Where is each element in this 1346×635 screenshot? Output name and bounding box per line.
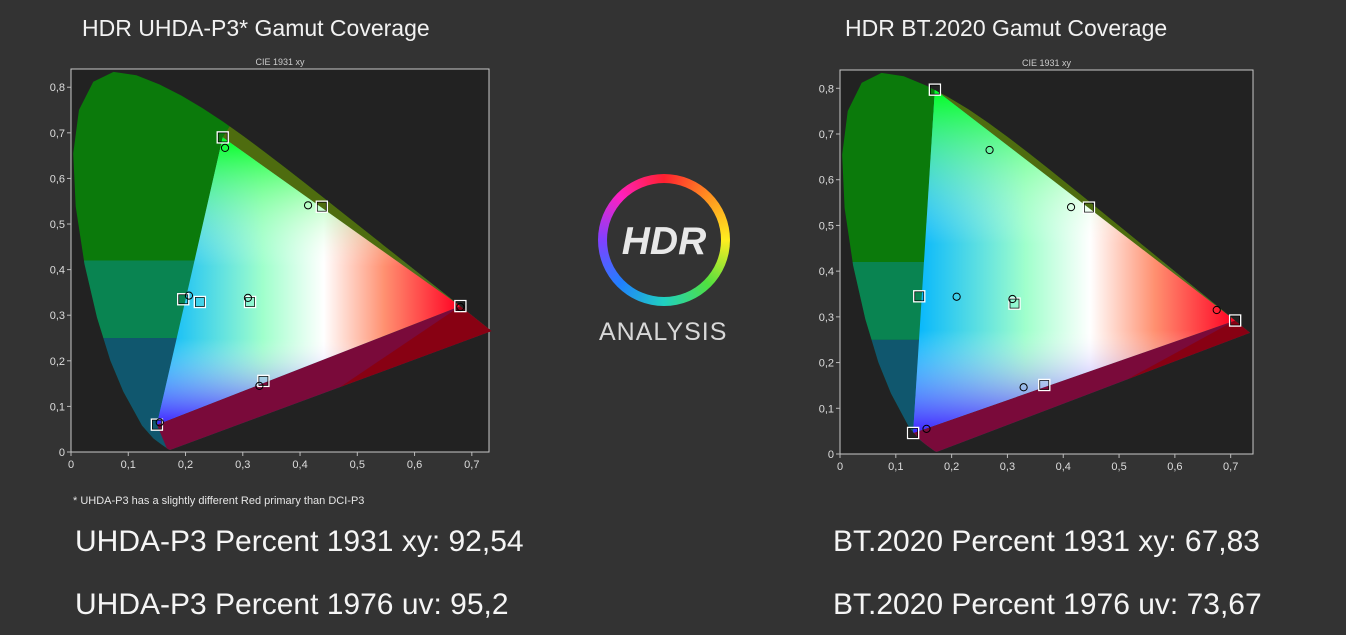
y-tick-label: 0,6: [50, 173, 65, 185]
x-tick-label: 0,5: [1111, 461, 1126, 473]
right-percent-xy: BT.2020 Percent 1931 xy: 67,83: [833, 525, 1260, 558]
measured-square-marker: [1008, 297, 1021, 310]
hdr-logo-icon: HDR: [598, 174, 730, 306]
x-tick-label: 0,2: [178, 459, 193, 471]
target-circle-marker: [184, 291, 194, 300]
y-tick-label: 0,7: [819, 129, 834, 141]
x-tick-label: 0,5: [350, 459, 365, 471]
logo-subtitle: ANALYSIS: [599, 318, 728, 346]
target-circle-marker: [1008, 294, 1017, 304]
target-circle-marker: [1019, 383, 1028, 392]
x-tick-label: 0,7: [1223, 461, 1238, 473]
y-tick-label: 0,8: [819, 83, 834, 95]
measured-square-marker-inner: [245, 297, 255, 307]
measured-square-marker: [913, 290, 926, 303]
y-tick-label: 0,4: [819, 266, 834, 278]
target-circle-marker: [922, 424, 931, 433]
y-tick-label: 0,1: [50, 401, 65, 413]
y-tick-label: 0,8: [50, 82, 65, 94]
x-tick-label: 0: [837, 461, 843, 473]
measured-square-marker: [1038, 378, 1051, 392]
x-tick-label: 0,1: [888, 461, 903, 473]
target-circle-marker: [155, 418, 164, 427]
y-tick-label: 0: [828, 449, 834, 461]
target-circle-marker: [952, 292, 961, 301]
measured-square-marker-inner: [914, 291, 925, 302]
measured-square-marker: [315, 200, 328, 213]
left-percent-xy: UHDA-P3 Percent 1931 xy: 92,54: [75, 525, 524, 558]
x-tick-label: 0,1: [121, 459, 136, 471]
x-tick-label: 0,3: [235, 459, 250, 471]
measured-square-marker-inner: [217, 132, 228, 143]
measured-square-marker-inner: [930, 84, 940, 95]
x-tick-label: 0,4: [292, 459, 307, 471]
measured-square-marker: [193, 295, 207, 309]
target-circle-marker: [1212, 305, 1221, 315]
y-tick-label: 0,3: [819, 312, 834, 324]
x-tick-label: 0,4: [1056, 461, 1071, 473]
plot-title: CIE 1931 xy: [255, 57, 305, 67]
y-tick-label: 0,3: [50, 310, 65, 322]
right-gamut-chart: CIE 1931 xy 0 0,1 0,2 0,3 0,4 0,5 0,6 0,7 0 0,1 0,2…: [819, 58, 1254, 473]
x-tick-label: 0,3: [1000, 461, 1015, 473]
measured-square-marker: [1228, 314, 1242, 327]
x-tick-label: 0: [68, 459, 74, 471]
measured-square-marker: [454, 299, 467, 313]
measured-square-marker-inner: [316, 201, 327, 212]
x-tick-label: 0,6: [1167, 461, 1182, 473]
measured-square-marker-inner: [908, 428, 918, 438]
measured-square-marker: [1082, 201, 1096, 214]
measured-square-marker: [928, 83, 942, 96]
plot-title: CIE 1931 xy: [1022, 58, 1072, 68]
y-tick-label: 0,5: [819, 220, 834, 232]
gamut-charts: CIE 1931 xy 0 0,1 0,2 0,3 0,4 0,5 0,6 0,7 0 0,1 0,2…: [50, 57, 1254, 473]
measured-square-marker-inner: [1009, 298, 1020, 309]
measured-square-marker: [216, 131, 229, 144]
measured-square-marker: [906, 426, 920, 440]
logo-hdr-text: HDR: [622, 220, 707, 263]
target-circle-marker: [985, 145, 994, 155]
y-tick-label: 0,4: [50, 265, 65, 277]
y-tick-label: 0,2: [819, 358, 834, 370]
x-tick-label: 0,2: [944, 461, 959, 473]
y-tick-label: 0: [59, 447, 65, 459]
footnote: * UHDA-P3 has a slightly different Red p…: [73, 495, 365, 507]
y-tick-label: 0,5: [50, 219, 65, 231]
y-tick-label: 0,1: [819, 403, 834, 415]
measured-square-marker-inner: [1084, 202, 1094, 213]
target-circle-marker: [456, 302, 465, 312]
target-circle-marker: [255, 381, 264, 390]
x-tick-label: 0,7: [464, 459, 479, 471]
measured-square-marker-inner: [1039, 380, 1050, 390]
y-tick-label: 0,7: [50, 128, 65, 140]
y-tick-label: 0,2: [50, 356, 65, 368]
target-circle-marker: [243, 293, 253, 302]
right-percent-uv: BT.2020 Percent 1976 uv: 73,67: [833, 588, 1262, 621]
target-circle-marker: [303, 201, 313, 210]
measured-square-marker-inner: [194, 297, 205, 307]
right-chart-title: HDR BT.2020 Gamut Coverage: [845, 15, 1168, 41]
measured-square-marker: [243, 295, 257, 309]
target-circle-marker: [220, 143, 230, 152]
measured-square-marker-inner: [1230, 315, 1240, 326]
y-tick-label: 0,6: [819, 175, 834, 187]
left-percent-uv: UHDA-P3 Percent 1976 uv: 95,2: [75, 588, 509, 621]
x-tick-label: 0,6: [407, 459, 422, 471]
left-chart-title: HDR UHDA-P3* Gamut Coverage: [82, 15, 430, 41]
left-gamut-chart: CIE 1931 xy 0 0,1 0,2 0,3 0,4 0,5 0,6 0,7 0 0,1 0,2…: [50, 57, 492, 471]
target-circle-marker: [1066, 203, 1076, 212]
